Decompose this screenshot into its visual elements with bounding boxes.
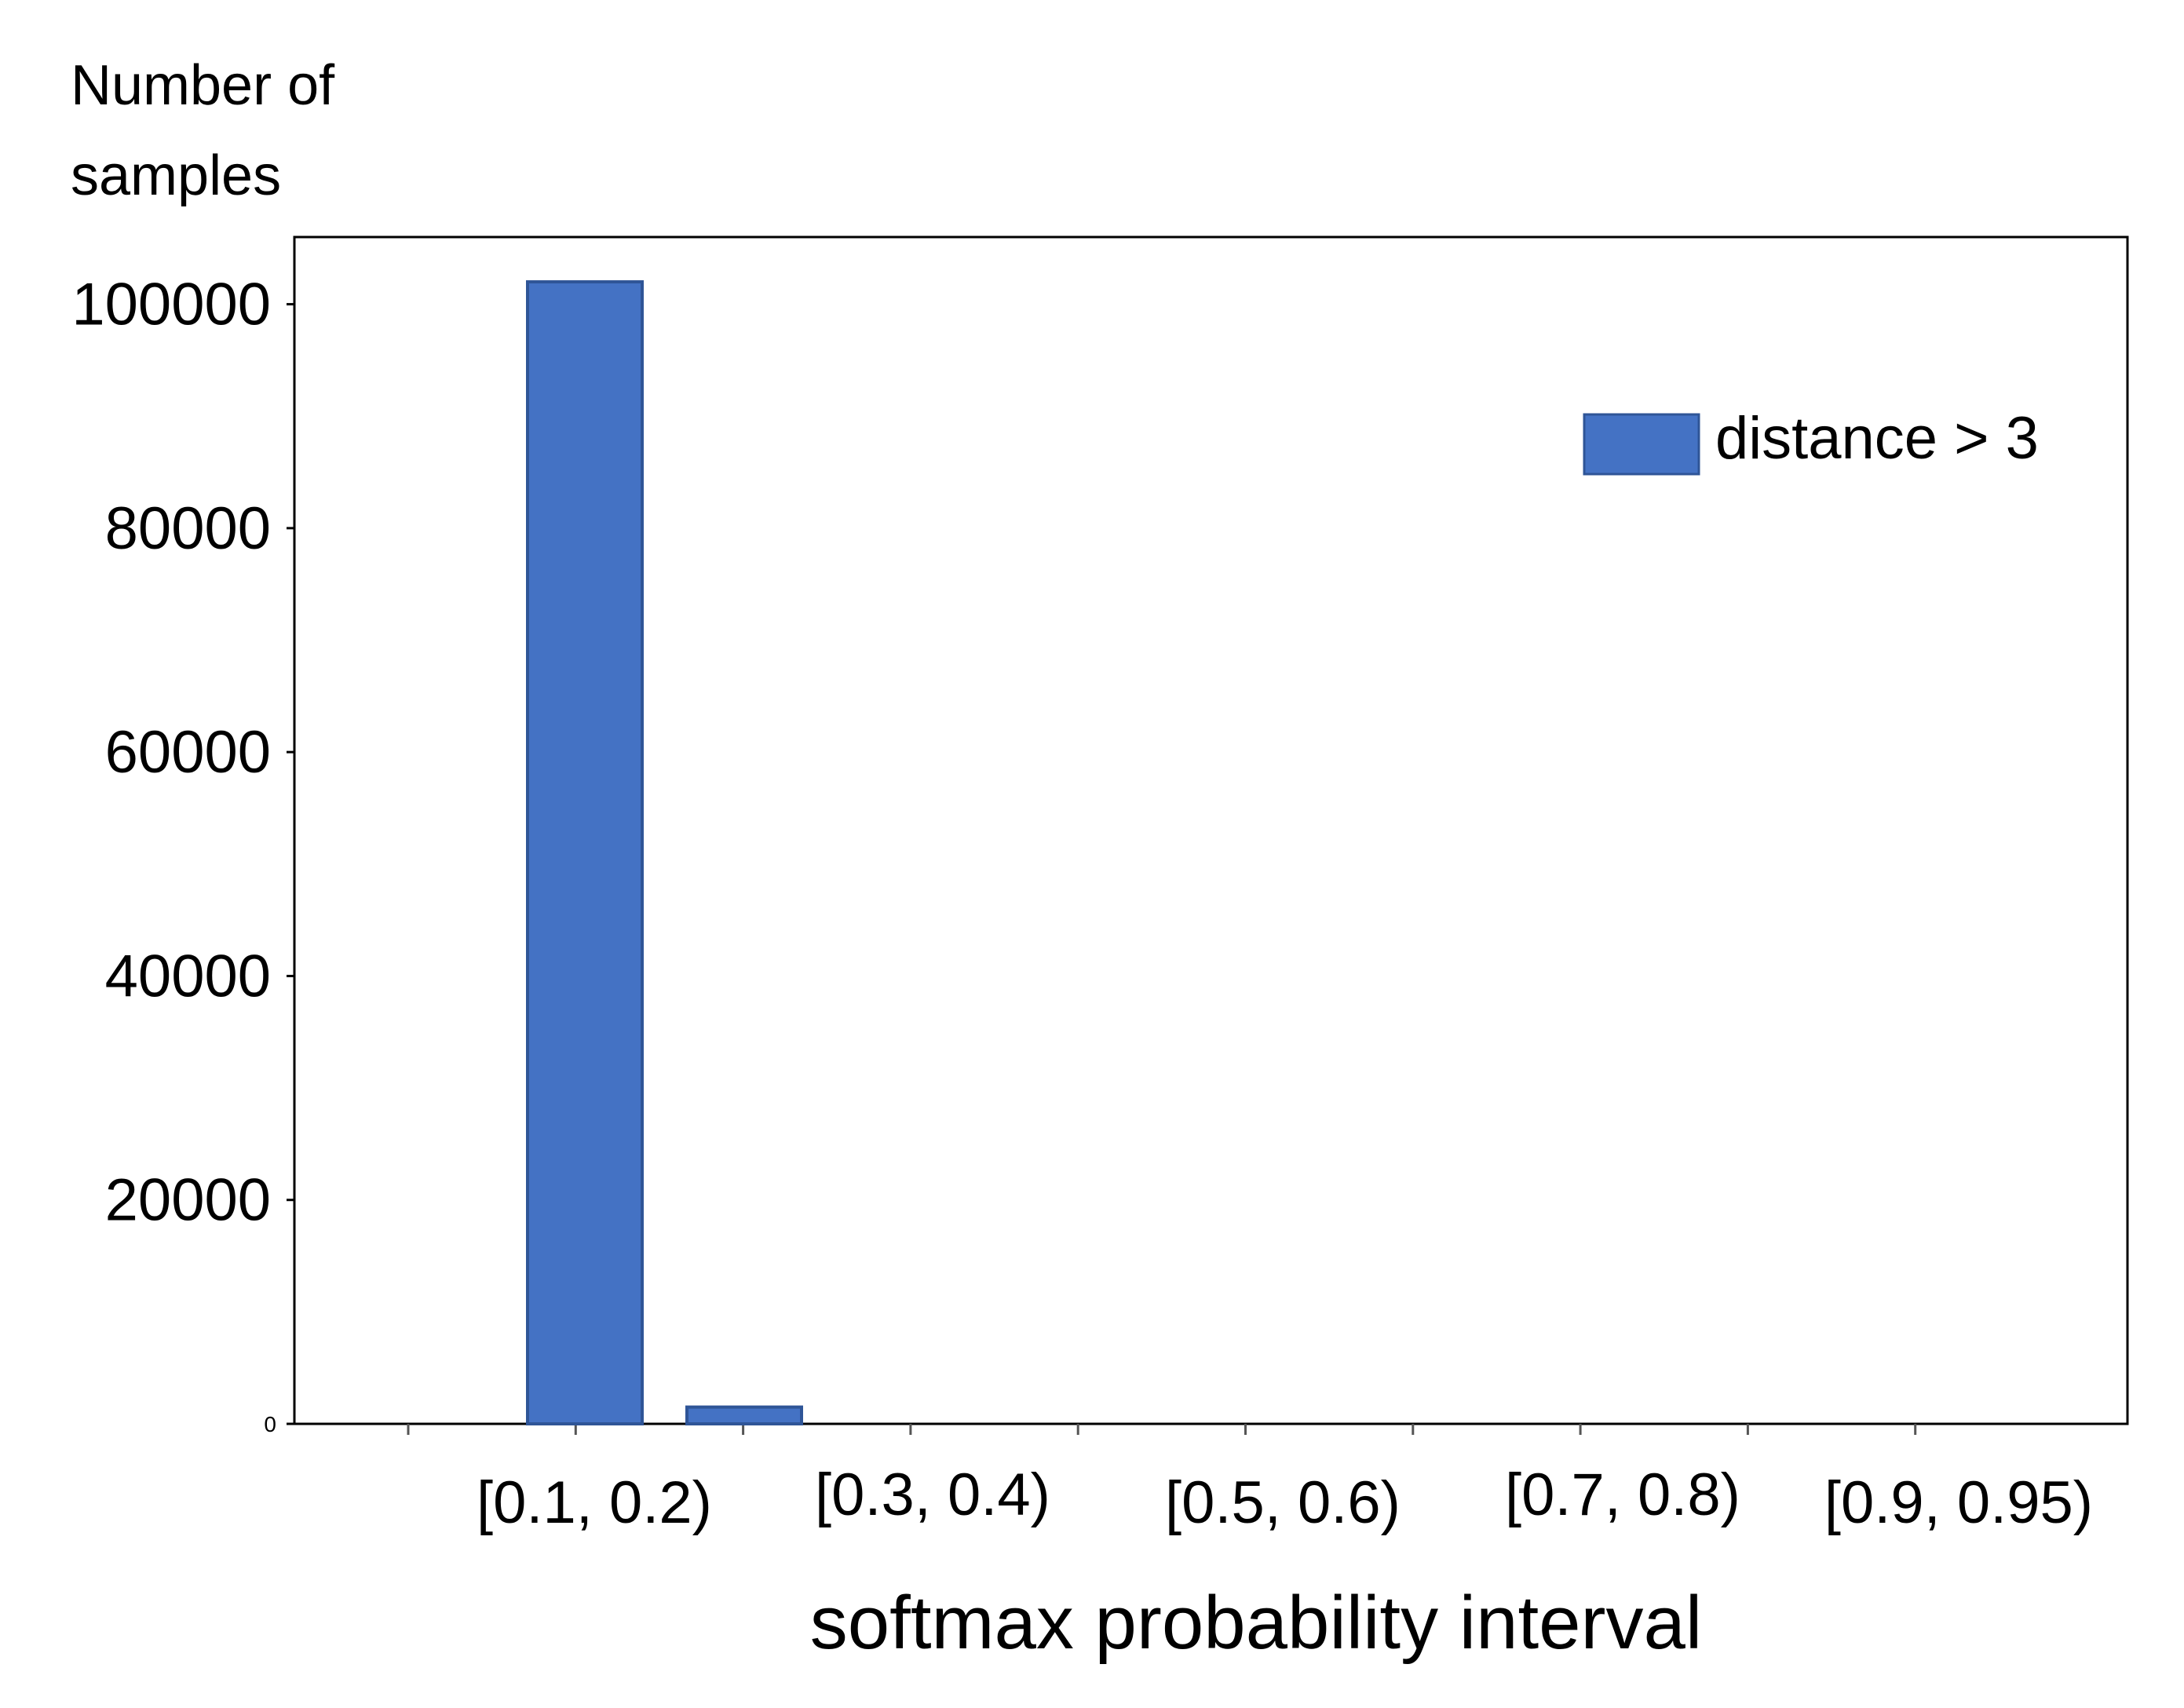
x-tick-label: [0.3, 0.4) — [815, 1462, 1050, 1528]
bar — [526, 280, 644, 1425]
y-tick-label: 20000 — [105, 1167, 271, 1234]
x-axis-tick-labels: [0.1, 0.2) [0.3, 0.4) [0.5, 0.6) [0.7, 0.8)… — [477, 1462, 2093, 1536]
y-tick-label: 80000 — [105, 495, 271, 562]
y-tick-label: 0 — [264, 1412, 276, 1436]
y-tick-label: 100000 — [71, 272, 271, 338]
x-axis-title: softmax probability interval — [810, 1581, 1702, 1665]
bar-series — [526, 280, 803, 1425]
legend-label: distance > 3 — [1715, 405, 2039, 472]
x-axis-tick-marks — [407, 1424, 1917, 1435]
bar — [685, 1405, 803, 1425]
legend-swatch — [1583, 413, 1700, 476]
plot-frame — [293, 235, 2129, 1425]
y-tick-label: 40000 — [105, 943, 271, 1009]
x-tick-label: [0.9, 0.95) — [1824, 1469, 2093, 1536]
x-tick-label: [0.5, 0.6) — [1165, 1469, 1401, 1536]
y-tick-label: 60000 — [105, 719, 271, 786]
y-axis-ticks: 0 20000 40000 60000 80000 100000 — [71, 272, 294, 1436]
y-axis-title-line-1: Number of — [71, 54, 335, 117]
legend: distance > 3 — [1583, 405, 2039, 476]
y-axis-title-line-2: samples — [71, 144, 281, 207]
x-tick-label: [0.1, 0.2) — [477, 1469, 712, 1536]
x-tick-label: [0.7, 0.8) — [1505, 1462, 1740, 1528]
